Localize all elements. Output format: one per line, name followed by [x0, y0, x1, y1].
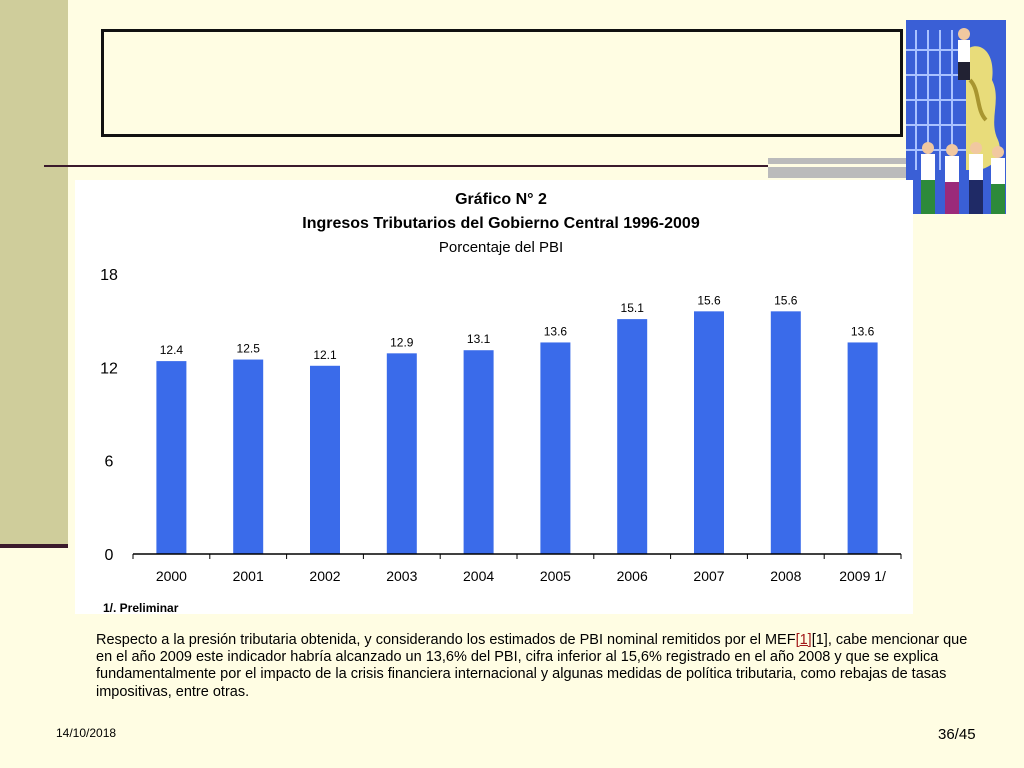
x-tick-label-7: 2007: [693, 568, 724, 584]
caption-ref: [1]: [811, 632, 828, 648]
data-label-1: 12.5: [237, 342, 261, 356]
slide-caption: Respecto a la presión tributaria obtenid…: [96, 632, 976, 701]
bar-6: [617, 319, 648, 554]
chart-footnote: 1/. Preliminar: [103, 601, 179, 614]
caption-text-after: , cabe mencionar que en el año 2009 este…: [96, 632, 968, 700]
header-rule: [44, 165, 768, 167]
chart-title: Gráfico N° 2: [455, 191, 547, 208]
bar-chart: Gráfico N° 2 Ingresos Tributarios del Go…: [100, 191, 902, 614]
footnote-link[interactable]: [1]: [795, 632, 812, 648]
left-decor-band: [0, 0, 68, 545]
y-tick-label-3: 18: [100, 267, 118, 284]
x-tick-label-0: 2000: [156, 568, 187, 584]
x-tick-label-3: 2003: [386, 568, 417, 584]
header-rule-gray: [768, 158, 908, 178]
chart-panel: Gráfico N° 2 Ingresos Tributarios del Go…: [75, 180, 913, 614]
x-tick-label-8: 2008: [770, 568, 801, 584]
x-axis-labels: 2000 2001 2002 2003 2004 2005 2006 2007 2008 2009…: [156, 568, 886, 584]
caption-text-before: Respecto a la presión tributaria obtenid…: [96, 632, 796, 648]
x-tick-label-6: 2006: [617, 568, 648, 584]
data-label-0: 12.4: [160, 343, 184, 357]
bar-1: [233, 359, 264, 554]
x-tick-label-5: 2005: [540, 568, 571, 584]
bar-9: [847, 342, 878, 554]
bar-4: [463, 350, 494, 554]
chart-unit-label: Porcentaje del PBI: [439, 239, 563, 256]
slide-page-number: 36/45: [938, 726, 976, 743]
bar-2: [310, 365, 340, 554]
data-labels: 12.4 12.5 12.1 12.9 13.1 13.6 15.1 15.6 15.6 13.6: [160, 293, 875, 361]
title-frame: [101, 29, 903, 137]
bar-5: [540, 342, 571, 554]
data-label-9: 13.6: [851, 324, 875, 338]
y-tick-label-1: 6: [105, 454, 114, 471]
bar-3: [386, 353, 417, 554]
x-tick-label-1: 2001: [233, 568, 264, 584]
data-label-5: 13.6: [544, 324, 568, 338]
data-label-6: 15.1: [621, 301, 645, 315]
slide-date: 14/10/2018: [56, 726, 117, 740]
data-label-3: 12.9: [390, 335, 414, 349]
left-band-rule: [0, 544, 68, 548]
y-axis-ticks: 0 6 12 18: [100, 267, 118, 564]
y-tick-label-2: 12: [100, 360, 118, 377]
bar-series: [156, 311, 878, 554]
chart-subtitle: Ingresos Tributarios del Gobierno Centra…: [302, 215, 700, 232]
data-label-8: 15.6: [774, 293, 798, 307]
data-label-4: 13.1: [467, 332, 491, 346]
data-label-7: 15.6: [697, 293, 721, 307]
data-label-2: 12.1: [313, 348, 337, 362]
bar-0: [156, 361, 187, 554]
bar-8: [770, 311, 801, 554]
x-tick-label-2: 2002: [309, 568, 340, 584]
y-tick-label-0: 0: [105, 547, 114, 564]
bar-7: [694, 311, 724, 554]
x-tick-label-9: 2009 1/: [839, 568, 886, 584]
x-tick-label-4: 2004: [463, 568, 494, 584]
x-axis-ticks: [132, 554, 902, 559]
business-clipart-image: [906, 20, 1006, 214]
